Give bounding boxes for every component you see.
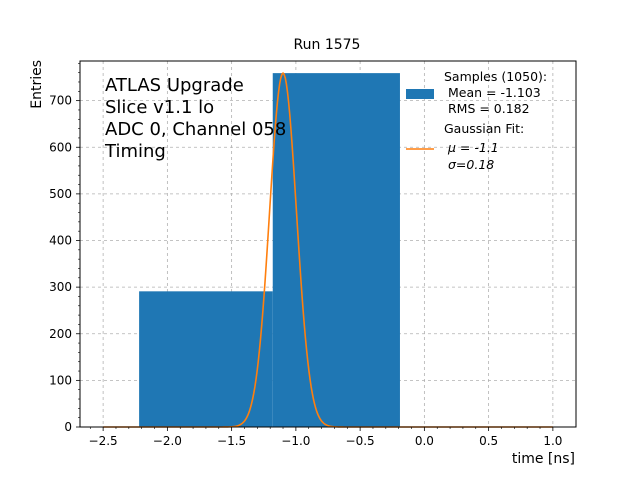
legend-samples-line-1: Samples (1050): [444,69,547,84]
x-axis-label: time [ns] [512,451,575,467]
x-tick-label-6: 0.5 [479,434,498,448]
annotation-line-4: Timing [104,141,166,162]
x-tick-label-4: −0.5 [346,434,375,448]
x-tick-label-2: −1.5 [217,434,246,448]
legend-fit-line-3: σ=0.18 [448,157,494,172]
x-tick-label-1: −2.0 [153,434,182,448]
y-tick-label-4: 400 [49,234,72,248]
legend-samples-line-2: Mean = -1.103 [444,85,541,100]
plot-area-frame [79,60,577,428]
axis-ticks: −2.5 −2.0 −1.5 −1.0 −0.5 0.0 0.5 1.0 0 100 200 300 4… [49,63,562,448]
histogram-bar-1 [272,73,400,428]
y-tick-label-1: 100 [49,373,72,387]
y-tick-label-7: 700 [49,94,72,108]
chart-title: Run 1575 [294,37,361,53]
legend-samples-line-3: RMS = 0.182 [444,101,530,116]
histogram-bars [139,73,400,428]
histogram-bar-0 [139,291,273,427]
x-tick-label-0: −2.5 [89,434,118,448]
annotation-line-1: ATLAS Upgrade [105,75,244,96]
y-tick-label-6: 600 [49,140,72,154]
y-tick-label-5: 500 [49,187,72,201]
y-tick-label-2: 200 [49,327,72,341]
x-tick-label-7: 1.0 [543,434,562,448]
legend: Samples (1050): Mean = -1.103 RMS = 0.18… [406,69,547,172]
legend-samples-swatch [406,89,434,99]
y-axis-label: Entries [29,60,45,109]
y-tick-label-0: 0 [64,420,72,434]
annotation-line-2: Slice v1.1 lo [105,97,214,118]
annotation-line-3: ADC 0, Channel 058 [105,119,286,140]
x-tick-label-3: −1.0 [281,434,310,448]
plot-annotation: ATLAS Upgrade Slice v1.1 lo ADC 0, Chann… [104,75,286,162]
legend-fit-line-1: Gaussian Fit: [444,121,524,136]
x-tick-label-5: 0.0 [415,434,434,448]
y-tick-label-3: 300 [49,280,72,294]
legend-fit-line-2: μ = -1.1 [447,140,499,155]
